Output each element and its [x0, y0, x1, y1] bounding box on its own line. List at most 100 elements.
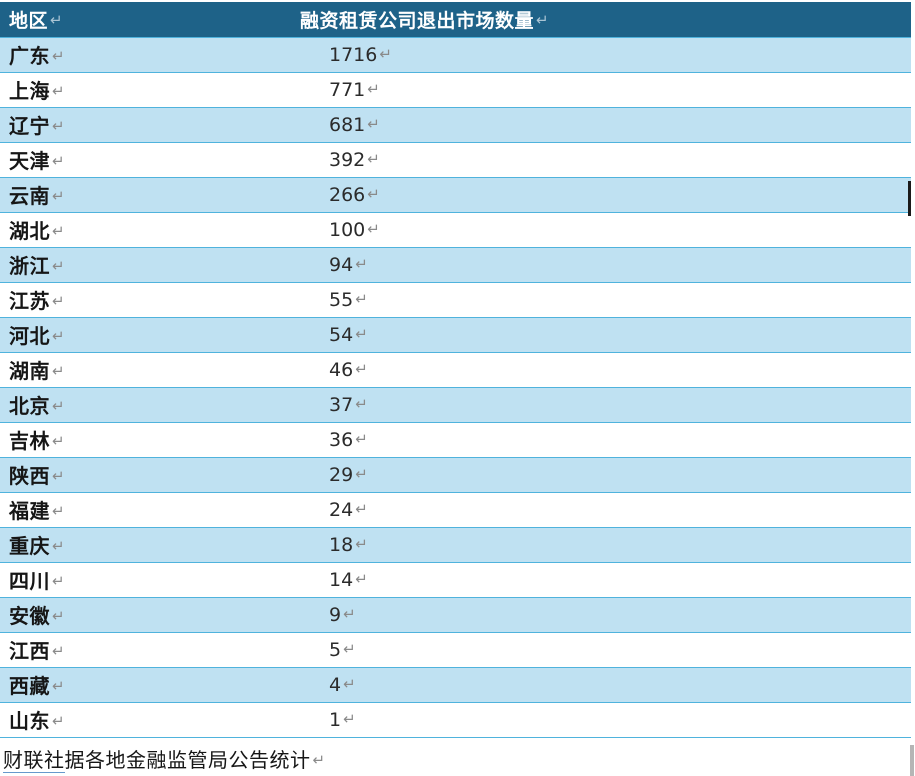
- region-label: 吉林: [9, 429, 50, 453]
- column-header-region: 地区 ↵: [0, 2, 291, 37]
- source-note: 财联社据各地金融监管局公告统计 ↵: [3, 744, 326, 773]
- return-mark-icon: ↵: [52, 467, 66, 485]
- source-text: 据各地金融监管局公告统计: [64, 748, 311, 772]
- table-row: 陕西 ↵ 29 ↵: [0, 456, 911, 493]
- cell-region: 北京 ↵: [0, 386, 291, 423]
- table-row: 北京 ↵ 37 ↵: [0, 386, 911, 423]
- region-label: 湖南: [9, 359, 50, 383]
- column-header-count: 融资租赁公司退出市场数量 ↵: [291, 2, 911, 37]
- count-value: 771: [329, 78, 366, 101]
- count-value: 266: [329, 183, 366, 206]
- table-header-row: 地区 ↵ 融资租赁公司退出市场数量 ↵: [0, 2, 911, 37]
- count-value: 54: [329, 323, 354, 346]
- cell-region: 广东 ↵: [0, 36, 291, 73]
- return-mark-icon: ↵: [312, 751, 326, 769]
- region-label: 河北: [9, 324, 50, 348]
- cell-region: 四川 ↵: [0, 561, 291, 598]
- return-mark-icon: ↵: [343, 709, 356, 728]
- return-mark-icon: ↵: [343, 604, 356, 623]
- return-mark-icon: ↵: [355, 569, 368, 588]
- cell-count: 681 ↵: [291, 106, 911, 143]
- table-row: 浙江 ↵ 94 ↵: [0, 246, 911, 283]
- cell-region: 江苏 ↵: [0, 281, 291, 318]
- return-mark-icon: ↵: [52, 257, 66, 275]
- region-label: 四川: [9, 569, 50, 593]
- cell-region: 安徽 ↵: [0, 596, 291, 633]
- table-row: 福建 ↵ 24 ↵: [0, 491, 911, 528]
- region-label: 江西: [9, 639, 50, 663]
- region-label: 安徽: [9, 604, 50, 628]
- return-mark-icon: ↵: [343, 639, 356, 658]
- region-label: 山东: [9, 709, 50, 733]
- region-label: 陕西: [9, 464, 50, 488]
- return-mark-icon: ↵: [52, 677, 66, 695]
- count-value: 18: [329, 533, 354, 556]
- count-value: 46: [329, 358, 354, 381]
- cell-count: 46 ↵: [291, 351, 911, 388]
- cell-region: 重庆 ↵: [0, 526, 291, 563]
- cell-count: 37 ↵: [291, 386, 911, 423]
- count-value: 100: [329, 218, 366, 241]
- cell-count: 771 ↵: [291, 71, 911, 108]
- table-row: 山东 ↵ 1 ↵: [0, 701, 911, 738]
- cell-count: 94 ↵: [291, 246, 911, 283]
- return-mark-icon: ↵: [52, 607, 66, 625]
- table-container: 地区 ↵ 融资租赁公司退出市场数量 ↵ 广东 ↵ 1716 ↵ 上海 ↵ 771 ↵ 辽宁 ↵ 681 ↵…: [0, 2, 911, 738]
- return-mark-icon: ↵: [52, 572, 66, 590]
- return-mark-icon: ↵: [52, 502, 66, 520]
- region-label: 上海: [9, 79, 50, 103]
- cell-count: 1 ↵: [291, 701, 911, 738]
- return-mark-icon: ↵: [367, 149, 380, 168]
- cell-count: 14 ↵: [291, 561, 911, 598]
- table-row: 湖北 ↵ 100 ↵: [0, 211, 911, 248]
- source-brand: 财联社: [3, 748, 65, 773]
- count-value: 94: [329, 253, 354, 276]
- region-label: 广东: [9, 44, 50, 68]
- cell-region: 浙江 ↵: [0, 246, 291, 283]
- table-row: 安徽 ↵ 9 ↵: [0, 596, 911, 633]
- cell-count: 266 ↵: [291, 176, 911, 213]
- region-label: 江苏: [9, 289, 50, 313]
- return-mark-icon: ↵: [52, 362, 66, 380]
- cell-region: 上海 ↵: [0, 71, 291, 108]
- return-mark-icon: ↵: [50, 10, 64, 29]
- table-body: 广东 ↵ 1716 ↵ 上海 ↵ 771 ↵ 辽宁 ↵ 681 ↵ 天津 ↵ 392 ↵ 云南 ↵ 266 ↵ 湖北 ↵ 1…: [0, 36, 911, 738]
- region-label: 重庆: [9, 534, 50, 558]
- table-row: 广东 ↵ 1716 ↵: [0, 36, 911, 73]
- table-row: 湖南 ↵ 46 ↵: [0, 351, 911, 388]
- scroll-marker: [910, 745, 914, 776]
- count-value: 1716: [329, 43, 378, 66]
- return-mark-icon: ↵: [343, 674, 356, 693]
- cell-region: 福建 ↵: [0, 491, 291, 528]
- text-cursor-marker: [908, 181, 911, 216]
- return-mark-icon: ↵: [355, 254, 368, 273]
- table-row: 四川 ↵ 14 ↵: [0, 561, 911, 598]
- return-mark-icon: ↵: [355, 464, 368, 483]
- return-mark-icon: ↵: [355, 499, 368, 518]
- cell-count: 5 ↵: [291, 631, 911, 668]
- cell-region: 江西 ↵: [0, 631, 291, 668]
- cell-count: 55 ↵: [291, 281, 911, 318]
- column-header-region-label: 地区: [9, 9, 49, 32]
- table-row: 江西 ↵ 5 ↵: [0, 631, 911, 668]
- region-label: 福建: [9, 499, 50, 523]
- region-label: 西藏: [9, 674, 50, 698]
- cell-count: 36 ↵: [291, 421, 911, 458]
- return-mark-icon: ↵: [52, 397, 66, 415]
- cell-count: 392 ↵: [291, 141, 911, 178]
- count-value: 24: [329, 498, 354, 521]
- table-row: 辽宁 ↵ 681 ↵: [0, 106, 911, 143]
- return-mark-icon: ↵: [536, 10, 550, 29]
- return-mark-icon: ↵: [367, 79, 380, 98]
- return-mark-icon: ↵: [355, 289, 368, 308]
- cell-region: 山东 ↵: [0, 701, 291, 738]
- return-mark-icon: ↵: [52, 187, 66, 205]
- return-mark-icon: ↵: [52, 222, 66, 240]
- count-value: 392: [329, 148, 366, 171]
- cell-region: 云南 ↵: [0, 176, 291, 213]
- return-mark-icon: ↵: [52, 327, 66, 345]
- region-label: 湖北: [9, 219, 50, 243]
- return-mark-icon: ↵: [367, 219, 380, 238]
- return-mark-icon: ↵: [367, 184, 380, 203]
- table-row: 江苏 ↵ 55 ↵: [0, 281, 911, 318]
